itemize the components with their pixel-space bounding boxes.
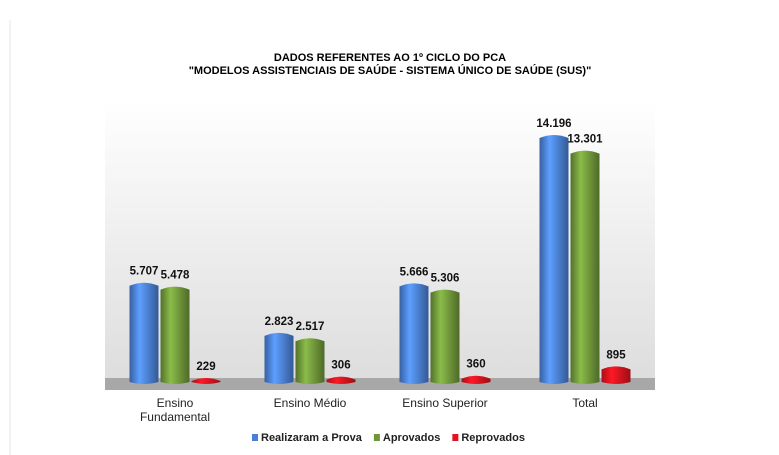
bar	[430, 289, 460, 384]
bar	[264, 332, 294, 384]
legend-swatch	[373, 434, 380, 441]
legend-label: Aprovados	[383, 432, 440, 444]
data-label: 5.666	[400, 266, 429, 278]
data-label: 306	[331, 360, 350, 372]
data-label: 5.707	[130, 266, 159, 278]
bar	[461, 375, 491, 384]
data-label: 14.196	[536, 118, 571, 130]
bar	[129, 282, 159, 384]
x-tick-label: Ensino Fundamental	[139, 396, 211, 424]
bar	[295, 338, 325, 384]
bar	[326, 376, 356, 384]
data-label: 5.478	[161, 270, 190, 282]
bar	[399, 283, 429, 384]
legend-label: Realizaram a Prova	[261, 432, 363, 444]
bar	[601, 366, 631, 384]
legend-label: Reprovados	[461, 432, 525, 444]
data-label: 2.517	[296, 321, 325, 333]
bar	[539, 135, 569, 384]
floor	[105, 378, 655, 390]
data-label: 229	[196, 361, 215, 373]
x-tick-label: Ensino Superior	[402, 396, 488, 410]
x-tick-label: Ensino Médio	[273, 396, 347, 410]
bar	[570, 150, 600, 384]
data-label: 13.301	[567, 134, 603, 146]
chart-title: DADOS REFERENTES AO 1º CICLO DO PCA	[274, 52, 506, 64]
bar	[191, 378, 221, 384]
data-label: 895	[606, 349, 626, 361]
chart-subtitle: "MODELOS ASSISTENCIAIS DE SAÚDE - SISTEM…	[189, 64, 592, 77]
legend-swatch	[252, 434, 258, 441]
bar	[160, 286, 190, 384]
legend-swatch	[452, 434, 459, 441]
x-tick-label: Total	[572, 396, 598, 410]
data-label: 2.823	[265, 316, 294, 328]
data-label: 5.306	[431, 273, 460, 285]
data-label: 360	[466, 359, 485, 371]
